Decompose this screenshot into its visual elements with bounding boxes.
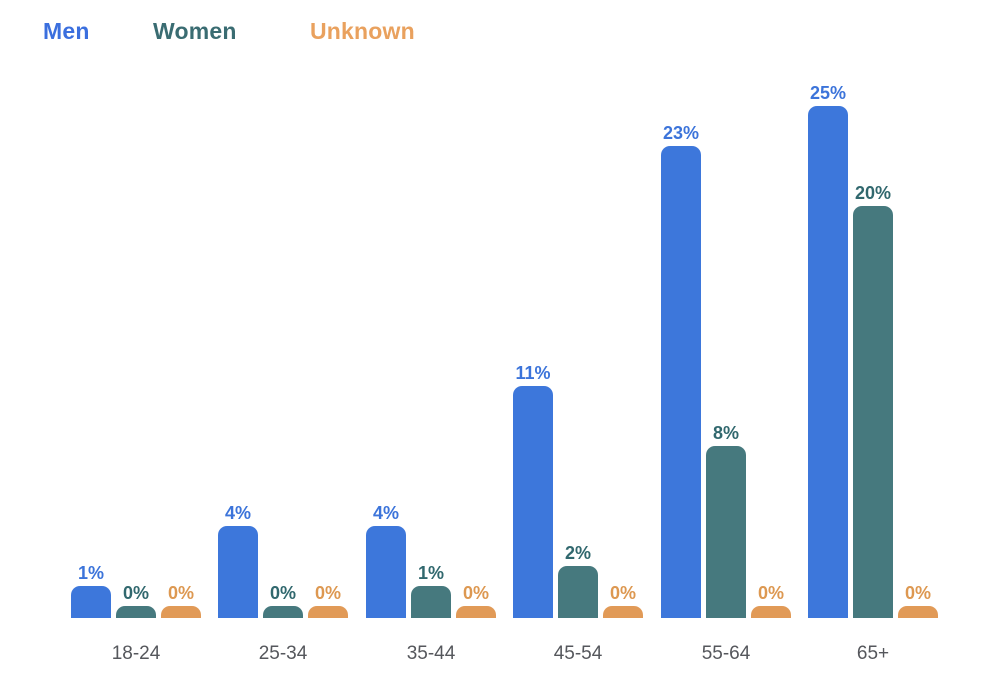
value-label-unknown-18-24: 0% xyxy=(167,583,195,604)
bar-group-55-64: 23% 8% 0% xyxy=(661,123,791,618)
bar-men-35-44[interactable]: 4% xyxy=(366,503,406,618)
value-label-unknown-65+: 0% xyxy=(904,583,932,604)
bar-men-25-34[interactable]: 4% xyxy=(218,503,258,618)
bar-group-25-34: 4% 0% 0% xyxy=(218,503,348,618)
value-label-men-55-64: 23% xyxy=(662,123,700,144)
bar-women-45-54[interactable]: 2% xyxy=(558,543,598,618)
value-label-women-35-44: 1% xyxy=(417,563,445,584)
x-axis-label-25-34: 25-34 xyxy=(258,643,308,664)
value-label-women-55-64: 8% xyxy=(712,423,740,444)
bar-unknown-35-44[interactable]: 0% xyxy=(456,583,496,618)
value-label-unknown-45-54: 0% xyxy=(609,583,637,604)
bar-unknown-45-54[interactable]: 0% xyxy=(603,583,643,618)
value-label-women-18-24: 0% xyxy=(122,583,150,604)
x-axis-label-35-44: 35-44 xyxy=(406,643,456,664)
value-label-women-25-34: 0% xyxy=(269,583,297,604)
value-label-women-65+: 20% xyxy=(854,183,892,204)
bar-men-18-24[interactable]: 1% xyxy=(71,563,111,618)
bar-men-55-64[interactable]: 23% xyxy=(661,123,701,618)
value-label-men-18-24: 1% xyxy=(77,563,105,584)
bar-group-35-44: 4% 1% 0% xyxy=(366,503,496,618)
x-axis-label-55-64: 55-64 xyxy=(701,643,751,664)
bar-group-65+: 25% 20% 0% xyxy=(808,83,938,618)
legend-item-women[interactable]: Women xyxy=(153,18,237,44)
x-axis-label-45-54: 45-54 xyxy=(553,643,603,664)
bar-group-18-24: 1% 0% 0% xyxy=(71,563,201,618)
bar-unknown-25-34[interactable]: 0% xyxy=(308,583,348,618)
x-axis-label-65+: 65+ xyxy=(856,643,890,664)
bar-unknown-18-24[interactable]: 0% xyxy=(161,583,201,618)
bar-women-25-34[interactable]: 0% xyxy=(263,583,303,618)
legend-item-unknown[interactable]: Unknown xyxy=(310,18,415,44)
bar-unknown-65+[interactable]: 0% xyxy=(898,583,938,618)
value-label-men-65+: 25% xyxy=(809,83,847,104)
value-label-men-35-44: 4% xyxy=(372,503,400,524)
value-label-unknown-55-64: 0% xyxy=(757,583,785,604)
bar-women-35-44[interactable]: 1% xyxy=(411,563,451,618)
value-label-unknown-35-44: 0% xyxy=(462,583,490,604)
bar-women-65+[interactable]: 20% xyxy=(853,183,893,618)
legend-item-men[interactable]: Men xyxy=(43,18,90,44)
bar-unknown-55-64[interactable]: 0% xyxy=(751,583,791,618)
bar-men-65+[interactable]: 25% xyxy=(808,83,848,618)
x-axis-label-18-24: 18-24 xyxy=(111,643,161,664)
value-label-unknown-25-34: 0% xyxy=(314,583,342,604)
value-label-women-45-54: 2% xyxy=(564,543,592,564)
bar-men-45-54[interactable]: 11% xyxy=(513,363,553,618)
value-label-men-45-54: 11% xyxy=(515,363,551,384)
bar-group-45-54: 11% 2% 0% xyxy=(513,363,643,618)
value-label-men-25-34: 4% xyxy=(224,503,252,524)
bar-women-55-64[interactable]: 8% xyxy=(706,423,746,618)
bar-women-18-24[interactable]: 0% xyxy=(116,583,156,618)
